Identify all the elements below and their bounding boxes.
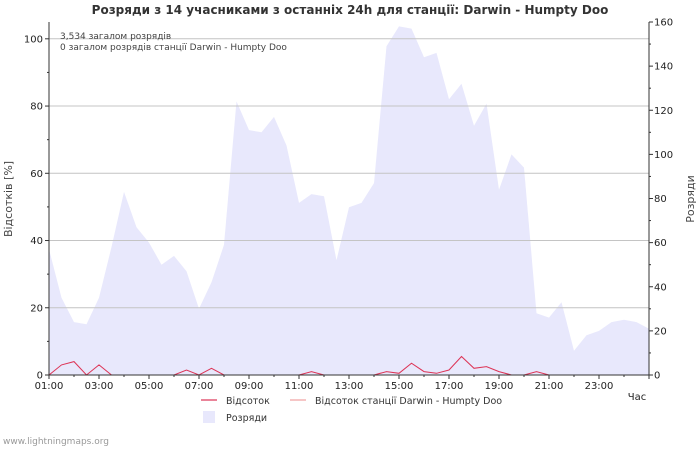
y-right-tick-label: 80 [654,194,667,205]
x-tick-label: 09:00 [235,381,264,392]
x-axis-label: Час [628,392,646,403]
strikes-area [49,26,649,376]
y-right-tick-label: 0 [654,371,660,382]
axes: 0 20 40 60 80 100 0 20 40 60 80 100 120 140 160 01:00 03… [24,18,673,393]
x-tick-label: 17:00 [435,381,464,392]
y-left-tick-label: 40 [30,236,43,247]
strikes-area-layer [49,26,649,376]
info-total-strikes: 3,534 загалом розрядів [60,32,171,42]
x-tick-label: 01:00 [35,381,64,392]
y-left-tick-label: 80 [30,102,43,113]
x-tick-label: 13:00 [335,381,364,392]
x-tick-label: 19:00 [485,381,514,392]
x-tick-label: 07:00 [185,381,214,392]
y-right-tick-label: 20 [654,326,667,337]
x-tick-label: 03:00 [85,381,114,392]
y-left-tick-label: 20 [30,303,43,314]
y-right-tick-label: 120 [654,106,673,117]
x-tick-label: 23:00 [585,381,614,392]
legend-swatch-strikes [203,411,215,423]
y-right-tick-label: 60 [654,238,667,249]
y-right-tick-label: 100 [654,150,673,161]
y-axis-left-label: Відсотків [%] [2,161,15,237]
y-left-tick-label: 0 [37,371,43,382]
chart-title: Розряди з 14 учасниками з останніх 24h д… [92,3,609,17]
y-right-tick-label: 40 [654,282,667,293]
x-tick-label: 21:00 [535,381,564,392]
legend-label-percent: Відсоток [226,396,270,407]
info-station-strikes: 0 загалом розрядів станції Darwin - Hump… [60,43,287,53]
y-right-tick-label: 160 [654,18,673,29]
footer-credit: www.lightningmaps.org [3,437,109,447]
x-tick-label: 15:00 [385,381,414,392]
legend-label-strikes: Розряди [226,413,267,424]
y-axis-right-label: Розряди [684,175,697,223]
legend-label-station-percent: Відсоток станції Darwin - Humpty Doo [315,396,502,407]
y-left-tick-label: 60 [30,169,43,180]
x-tick-label: 11:00 [285,381,314,392]
y-left-tick-label: 100 [24,34,43,45]
x-tick-label: 05:00 [135,381,164,392]
grid-lines [49,38,649,309]
y-right-tick-label: 140 [654,62,673,73]
legend: Відсоток Відсоток станції Darwin - Humpt… [201,396,502,424]
